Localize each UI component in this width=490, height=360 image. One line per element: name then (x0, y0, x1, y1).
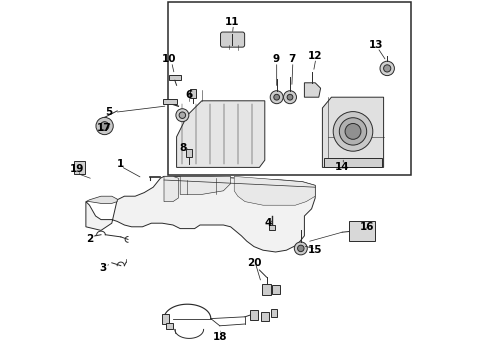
Bar (74, 161, 85, 174)
Text: 17: 17 (97, 123, 111, 133)
Text: 2: 2 (86, 234, 93, 244)
Circle shape (96, 117, 113, 135)
Text: 8: 8 (179, 143, 187, 153)
Text: 15: 15 (308, 245, 322, 255)
Circle shape (284, 91, 296, 104)
Circle shape (339, 118, 367, 145)
Circle shape (176, 109, 189, 122)
Text: 1: 1 (117, 159, 124, 169)
Text: 18: 18 (213, 332, 227, 342)
Bar (168, 2, 411, 175)
Text: 10: 10 (162, 54, 177, 64)
Text: 19: 19 (69, 164, 84, 174)
Circle shape (274, 94, 280, 100)
Circle shape (345, 123, 361, 139)
Circle shape (294, 242, 307, 255)
Text: 14: 14 (335, 162, 349, 172)
Text: 11: 11 (225, 17, 240, 27)
Circle shape (270, 91, 283, 104)
Circle shape (333, 112, 373, 151)
Polygon shape (86, 176, 315, 252)
Bar (261, 312, 269, 321)
Bar (270, 309, 277, 317)
Circle shape (384, 65, 391, 72)
Text: 20: 20 (247, 258, 261, 268)
Text: 12: 12 (308, 51, 322, 61)
Polygon shape (324, 158, 382, 167)
Bar (162, 314, 170, 324)
Polygon shape (304, 83, 320, 97)
Circle shape (179, 112, 186, 118)
Polygon shape (180, 176, 231, 194)
Text: 6: 6 (186, 90, 193, 100)
Polygon shape (176, 101, 265, 167)
Bar (169, 75, 181, 80)
Bar (271, 285, 280, 294)
Bar (166, 323, 172, 328)
Circle shape (380, 61, 394, 76)
Polygon shape (322, 97, 384, 167)
Text: 4: 4 (265, 218, 272, 228)
Circle shape (287, 94, 293, 100)
Text: 5: 5 (105, 107, 113, 117)
Text: 16: 16 (360, 222, 375, 232)
Bar (186, 149, 193, 157)
Text: 13: 13 (369, 40, 384, 50)
Bar (250, 310, 258, 320)
Polygon shape (86, 196, 117, 203)
Bar (262, 284, 271, 295)
Polygon shape (234, 176, 315, 205)
Bar (269, 225, 275, 230)
Circle shape (297, 245, 304, 252)
Bar (349, 221, 375, 241)
Text: 7: 7 (288, 54, 295, 64)
Text: 3: 3 (99, 263, 106, 273)
Bar (190, 89, 196, 98)
FancyBboxPatch shape (220, 32, 245, 47)
Circle shape (100, 122, 109, 130)
Text: 9: 9 (272, 54, 279, 64)
Polygon shape (164, 176, 178, 202)
Bar (163, 99, 177, 104)
